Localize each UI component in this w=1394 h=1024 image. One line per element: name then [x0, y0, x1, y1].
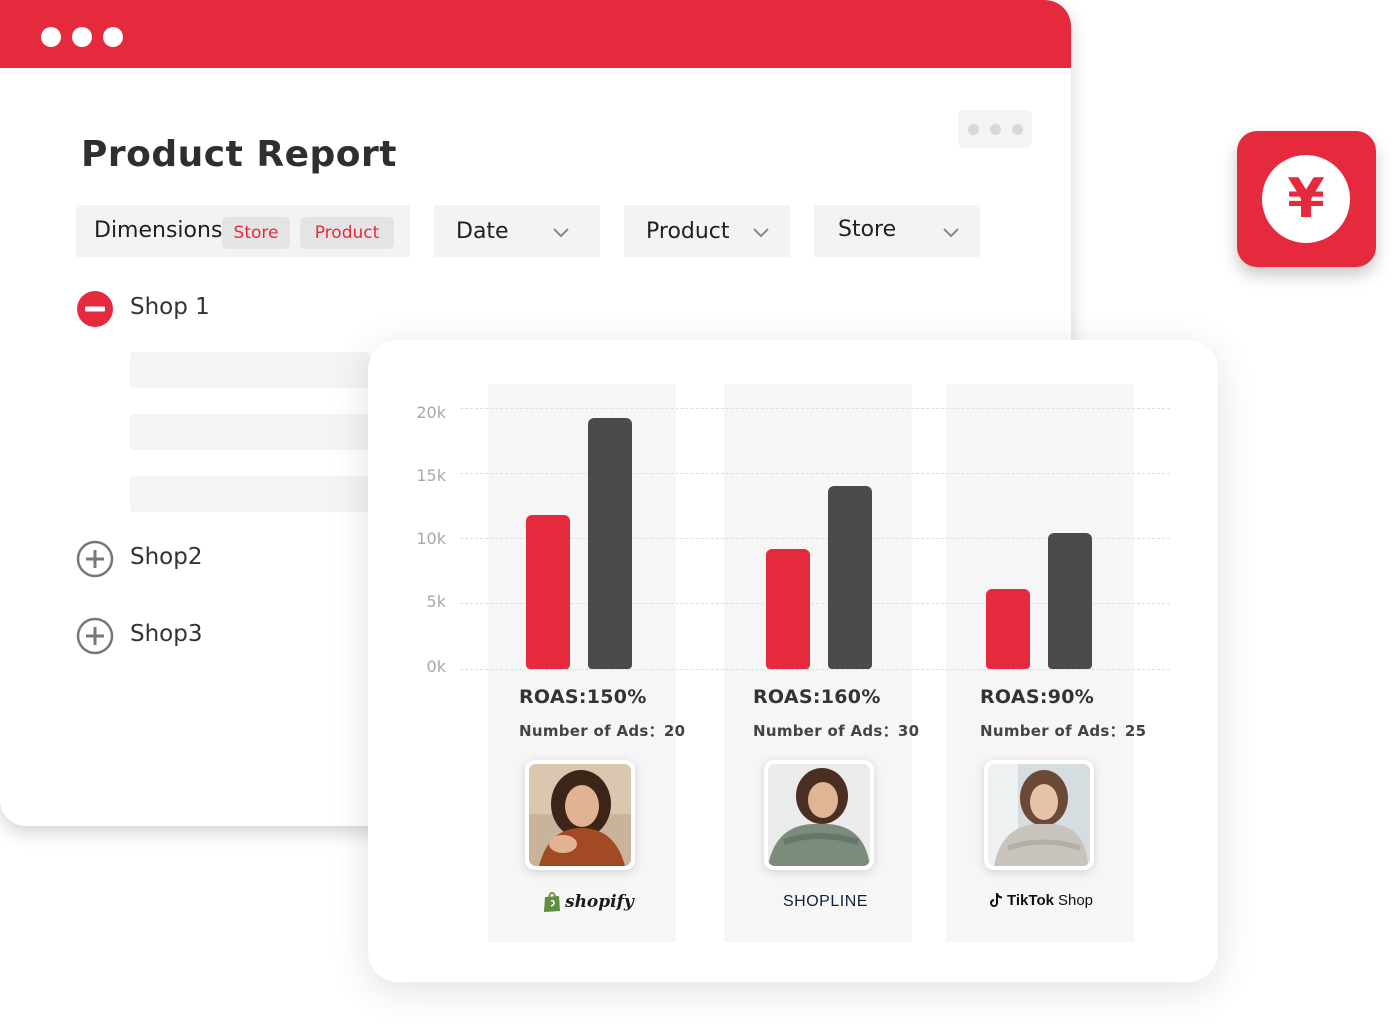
product-photo[interactable] [764, 760, 874, 870]
chart-card: 20k 15k 10k 5k 0k ROAS:150% Number of Ad… [368, 340, 1218, 982]
product-photo-image [529, 764, 631, 866]
more-options-button[interactable] [958, 110, 1032, 148]
dimensions-label: Dimensions [94, 218, 223, 243]
chart-bar[interactable] [588, 418, 632, 669]
ads-count-label: Number of Ads：25 [980, 722, 1147, 740]
page-title: Product Report [81, 134, 397, 175]
grid-line [460, 473, 1170, 474]
ads-count-label: Number of Ads：20 [519, 722, 686, 740]
dimensions-filter: Dimensions Store Product [76, 205, 410, 257]
product-photo[interactable] [984, 760, 1094, 870]
window-control-dot[interactable] [41, 27, 61, 47]
store-dropdown-label: Store [838, 217, 897, 242]
more-dot-icon [990, 124, 1001, 135]
roas-label: ROAS:150% [519, 686, 647, 708]
dimension-chip-store[interactable]: Store [222, 217, 290, 249]
date-dropdown[interactable]: Date [434, 205, 600, 257]
placeholder-row [130, 352, 370, 388]
shop-row-shop3[interactable]: Shop3 [76, 617, 276, 657]
more-dot-icon [1012, 124, 1023, 135]
more-dot-icon [968, 124, 979, 135]
placeholder-row [130, 476, 370, 512]
y-tick-label: 20k [416, 403, 446, 422]
window-control-dot[interactable] [72, 27, 92, 47]
yen-symbol: ¥ [1287, 167, 1325, 230]
grid-line [460, 669, 1170, 670]
tiktok-note-icon [990, 893, 1002, 907]
window-control-dot[interactable] [103, 27, 123, 47]
chart-bar[interactable] [1048, 533, 1092, 669]
tiktok-shop-logo: TikTok Shop [989, 886, 1093, 914]
window-titlebar [0, 0, 1071, 68]
placeholder-row [130, 414, 370, 450]
y-tick-label: 5k [426, 592, 446, 611]
date-dropdown-label: Date [456, 219, 509, 244]
product-dropdown-label: Product [646, 219, 730, 244]
chevron-down-icon [943, 228, 959, 238]
y-tick-label: 0k [426, 657, 446, 676]
currency-badge[interactable]: ¥ [1237, 131, 1376, 267]
store-dropdown[interactable]: Store [814, 205, 980, 257]
product-photo-image [768, 764, 870, 866]
shopify-wordmark: shopify [565, 892, 634, 912]
shopline-logo: SHOPLINE [783, 888, 868, 916]
tiktok-shop-wordmark: Shop [1057, 891, 1094, 909]
shop-name: Shop3 [130, 621, 203, 647]
chart-bar[interactable] [828, 486, 872, 669]
roas-label: ROAS:90% [980, 686, 1095, 708]
shopline-wordmark: SHOPLINE [783, 893, 868, 910]
dimension-chip-product[interactable]: Product [300, 217, 394, 249]
shopify-logo: shopify [543, 888, 634, 916]
y-tick-label: 15k [416, 466, 446, 485]
roas-label: ROAS:160% [753, 686, 881, 708]
chart-bar[interactable] [986, 589, 1030, 669]
yen-icon: ¥ [1262, 155, 1350, 243]
expand-plus-icon[interactable] [76, 540, 114, 578]
shop-name: Shop 1 [130, 294, 210, 320]
shop-name: Shop2 [130, 544, 203, 570]
ads-count-label: Number of Ads：30 [753, 722, 920, 740]
collapse-minus-icon[interactable] [76, 290, 114, 328]
tiktok-wordmark: TikTok [1007, 891, 1054, 909]
chart-bar[interactable] [766, 549, 810, 669]
chart-bar[interactable] [526, 515, 570, 669]
product-dropdown[interactable]: Product [624, 205, 790, 257]
shopify-bag-icon [544, 892, 560, 912]
shop-row-shop2[interactable]: Shop2 [76, 540, 276, 580]
grid-line [460, 538, 1170, 539]
y-tick-label: 10k [416, 529, 446, 548]
grid-line [460, 603, 1170, 604]
shop-row-shop1[interactable]: Shop 1 [76, 290, 276, 330]
chevron-down-icon [753, 228, 769, 238]
chevron-down-icon [553, 228, 569, 238]
expand-plus-icon[interactable] [76, 617, 114, 655]
grid-line [460, 408, 1170, 409]
product-photo-image [988, 764, 1090, 866]
product-photo[interactable] [525, 760, 635, 870]
